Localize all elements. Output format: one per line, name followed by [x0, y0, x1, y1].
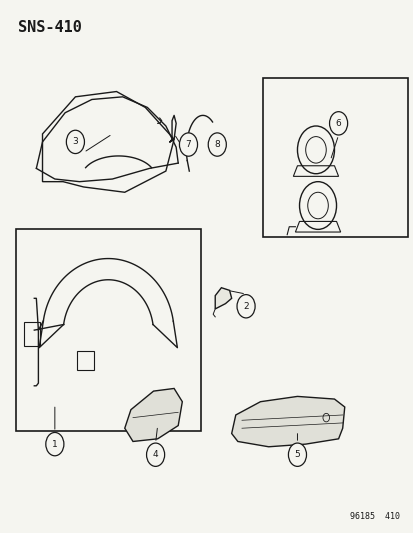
Circle shape [329, 112, 347, 135]
Text: 5: 5 [294, 450, 299, 459]
Polygon shape [231, 397, 344, 447]
Text: 96185  410: 96185 410 [349, 512, 399, 521]
Polygon shape [215, 288, 231, 309]
Circle shape [46, 432, 64, 456]
Text: 8: 8 [214, 140, 220, 149]
Circle shape [146, 443, 164, 466]
Circle shape [237, 295, 254, 318]
Circle shape [179, 133, 197, 156]
Text: 4: 4 [152, 450, 158, 459]
Bar [16, 229, 200, 431]
Circle shape [288, 443, 306, 466]
Text: 7: 7 [185, 140, 191, 149]
Bar [77, 351, 94, 370]
Text: 6: 6 [335, 119, 341, 128]
Text: 3: 3 [72, 138, 78, 147]
Text: SNS-410: SNS-410 [18, 20, 81, 35]
Circle shape [208, 133, 226, 156]
Bar [262, 78, 408, 237]
Polygon shape [124, 389, 182, 441]
Text: 1: 1 [52, 440, 57, 449]
Bar [24, 322, 40, 346]
Text: 2: 2 [243, 302, 248, 311]
Circle shape [66, 130, 84, 154]
